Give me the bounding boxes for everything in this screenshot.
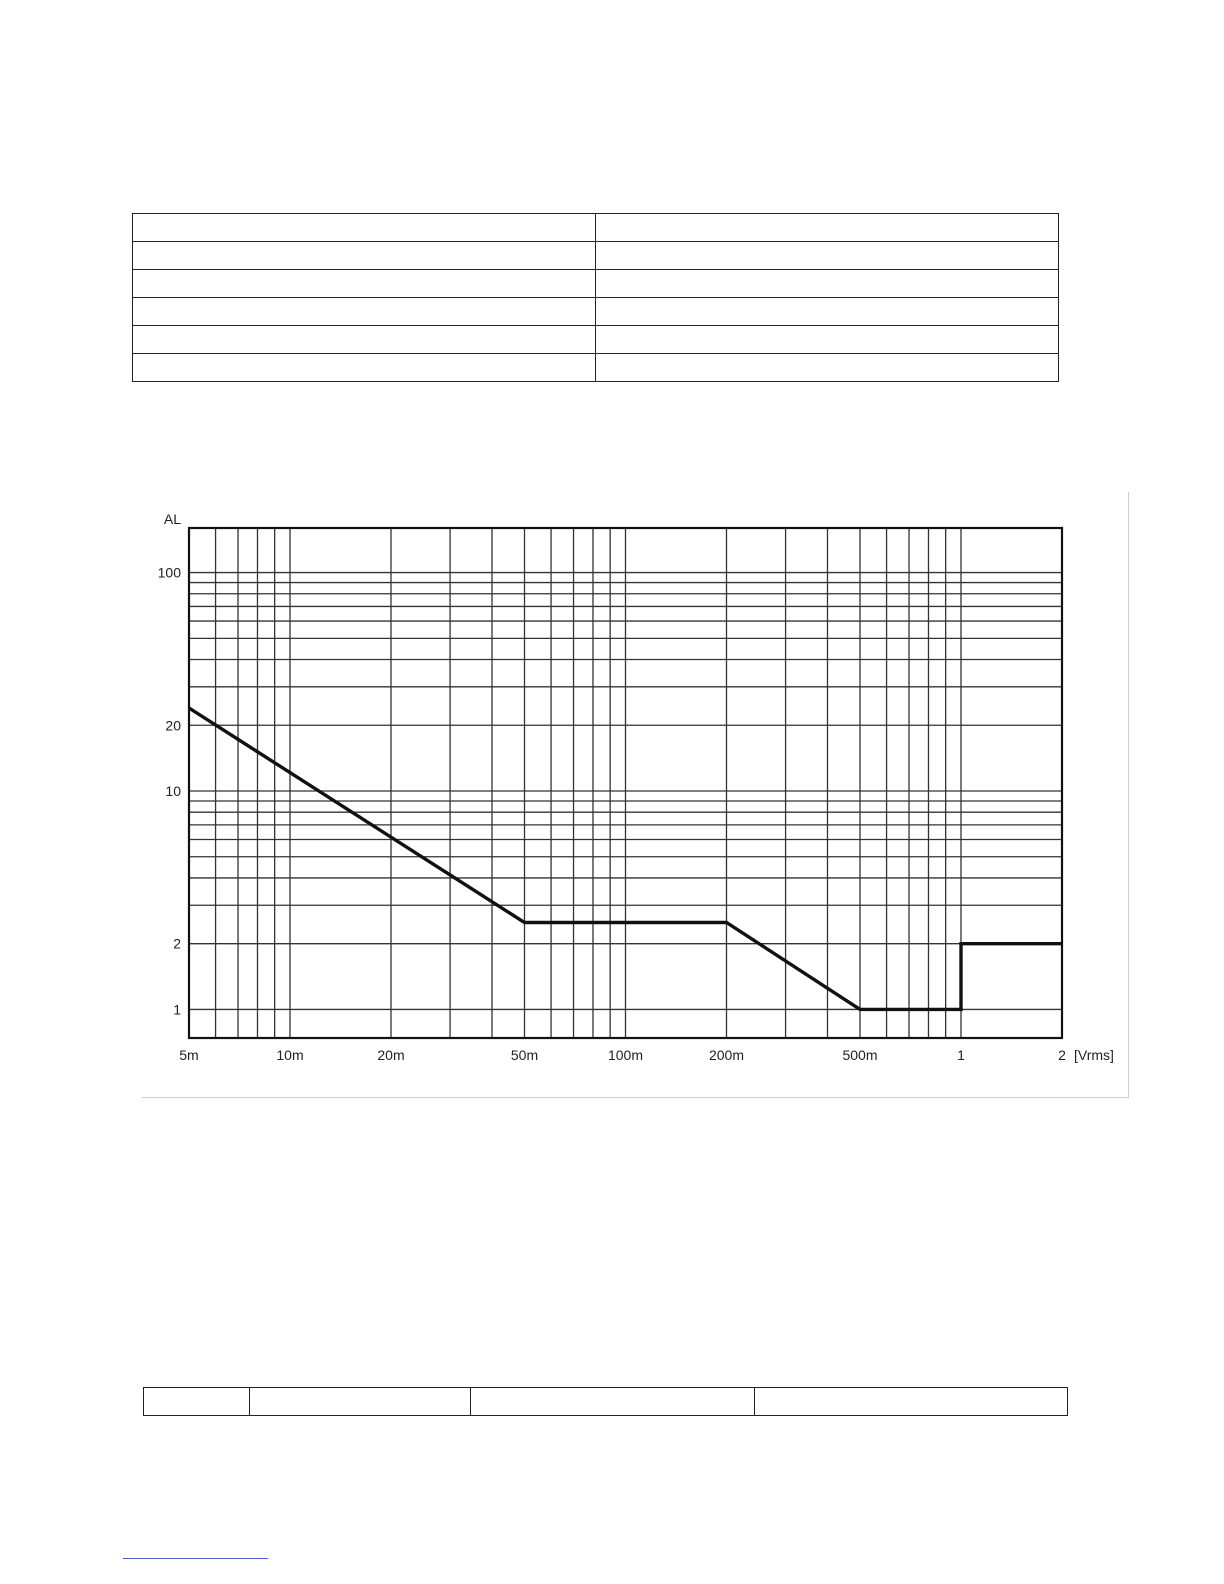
table-row bbox=[132, 297, 1059, 326]
y-tick-label: 20 bbox=[165, 717, 181, 733]
table-row bbox=[132, 269, 1059, 298]
x-axis-label: [Vrms] bbox=[1074, 1047, 1114, 1063]
y-axis-label: AL bbox=[164, 511, 181, 527]
chart-frame bbox=[142, 492, 1129, 1098]
table-cell bbox=[249, 1387, 471, 1416]
plot-border bbox=[187, 526, 1064, 1040]
table-cell bbox=[132, 325, 596, 354]
footnote-separator bbox=[123, 1558, 268, 1559]
x-tick-label: 100m bbox=[608, 1047, 643, 1063]
table-cell bbox=[132, 213, 596, 242]
x-tick-label: 200m bbox=[709, 1047, 744, 1063]
y-tick-label: 1 bbox=[173, 1001, 181, 1017]
x-tick-label: 20m bbox=[377, 1047, 404, 1063]
table-cell bbox=[470, 1387, 755, 1416]
table-cell bbox=[132, 297, 596, 326]
table-cell bbox=[595, 353, 1059, 382]
table-row bbox=[143, 1387, 1068, 1416]
y-tick-label: 100 bbox=[158, 565, 182, 581]
table-cell bbox=[132, 241, 596, 270]
y-tick-label: 2 bbox=[173, 936, 181, 952]
table-cell bbox=[595, 269, 1059, 298]
y-tick-label: 10 bbox=[165, 783, 181, 799]
table-row bbox=[132, 353, 1059, 382]
table-cell bbox=[132, 269, 596, 298]
table-cell bbox=[132, 353, 596, 382]
x-tick-label: 500m bbox=[842, 1047, 877, 1063]
x-tick-label: 10m bbox=[276, 1047, 303, 1063]
table-cell bbox=[754, 1387, 1068, 1416]
x-tick-label: 2 bbox=[1058, 1047, 1066, 1063]
bottom-table bbox=[143, 1387, 1068, 1416]
x-tick-label: 1 bbox=[957, 1047, 965, 1063]
al-vs-vrms-chart: 5m 10m 20m 50m 100m 200m 500m 1 2 [Vrms] 1 2 10 20 100… bbox=[158, 511, 1114, 1063]
top-table bbox=[132, 213, 1059, 382]
x-tick-label: 50m bbox=[511, 1047, 538, 1063]
table-cell bbox=[143, 1387, 250, 1416]
table-cell bbox=[595, 213, 1059, 242]
table-row bbox=[132, 213, 1059, 242]
x-tick-label: 5m bbox=[179, 1047, 198, 1063]
table-cell bbox=[595, 241, 1059, 270]
table-row bbox=[132, 241, 1059, 270]
table-cell bbox=[595, 297, 1059, 326]
table-row bbox=[132, 325, 1059, 354]
table-cell bbox=[595, 325, 1059, 354]
